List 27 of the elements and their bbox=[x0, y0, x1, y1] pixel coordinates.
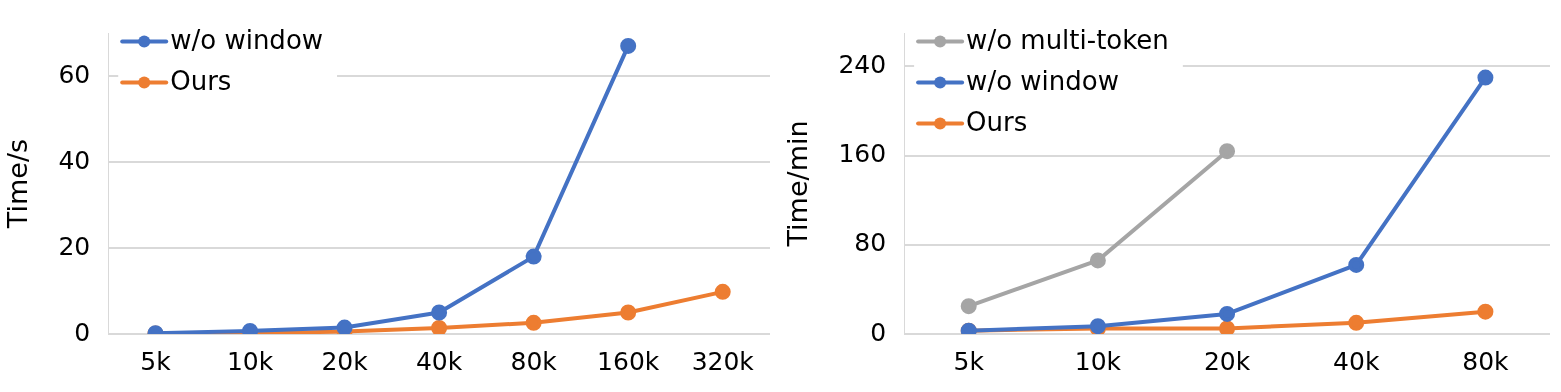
y-tick-label: 160 bbox=[838, 139, 887, 169]
x-tick-label: 10k bbox=[226, 346, 274, 376]
y-tick-label: 20 bbox=[58, 231, 91, 261]
x-tick-label: 10k bbox=[1074, 346, 1122, 376]
legend-label: w/o multi-token bbox=[966, 25, 1169, 56]
x-tick-label: 20k bbox=[321, 346, 369, 376]
legend-label: w/o window bbox=[966, 66, 1119, 97]
x-tick-label: 40k bbox=[415, 346, 463, 376]
x-tick-label: 20k bbox=[1203, 346, 1251, 376]
x-tick-label: 80k bbox=[1462, 346, 1510, 376]
x-tick-label: 40k bbox=[1333, 346, 1380, 376]
y-tick-label: 0 bbox=[870, 317, 887, 347]
x-tick-label: 5k bbox=[140, 346, 172, 376]
y-tick-label: 80 bbox=[854, 228, 887, 258]
x-tick-label: 80k bbox=[510, 346, 558, 376]
x-tick-label: 320k bbox=[691, 346, 755, 376]
y-axis-title: Time/s bbox=[2, 138, 34, 230]
y-tick-label: 240 bbox=[838, 49, 887, 79]
y-tick-label: 60 bbox=[58, 59, 91, 89]
x-tick-label: 160k bbox=[597, 346, 660, 376]
y-axis-title: Time/min bbox=[782, 120, 814, 248]
y-tick-label: 0 bbox=[74, 317, 91, 347]
y-tick-label: 40 bbox=[58, 145, 91, 175]
legend-label: Ours bbox=[170, 66, 232, 97]
legend-label: Ours bbox=[966, 107, 1028, 138]
x-tick-label: 5k bbox=[953, 346, 985, 376]
legend-label: w/o window bbox=[170, 25, 324, 56]
